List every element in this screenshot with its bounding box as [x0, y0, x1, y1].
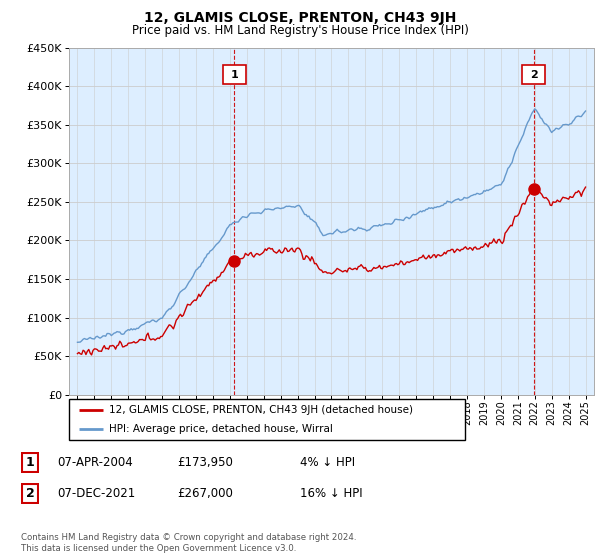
- Text: 07-APR-2004: 07-APR-2004: [57, 456, 133, 469]
- Text: HPI: Average price, detached house, Wirral: HPI: Average price, detached house, Wirr…: [109, 424, 332, 435]
- Text: 4% ↓ HPI: 4% ↓ HPI: [300, 456, 355, 469]
- Text: £267,000: £267,000: [177, 487, 233, 500]
- Text: 07-DEC-2021: 07-DEC-2021: [57, 487, 135, 500]
- Text: Price paid vs. HM Land Registry's House Price Index (HPI): Price paid vs. HM Land Registry's House …: [131, 24, 469, 37]
- FancyBboxPatch shape: [223, 65, 246, 84]
- Text: 1: 1: [230, 69, 238, 80]
- Text: 16% ↓ HPI: 16% ↓ HPI: [300, 487, 362, 500]
- Text: 12, GLAMIS CLOSE, PRENTON, CH43 9JH: 12, GLAMIS CLOSE, PRENTON, CH43 9JH: [144, 11, 456, 25]
- FancyBboxPatch shape: [522, 65, 545, 84]
- Text: Contains HM Land Registry data © Crown copyright and database right 2024.
This d: Contains HM Land Registry data © Crown c…: [21, 533, 356, 553]
- Text: £173,950: £173,950: [177, 456, 233, 469]
- FancyBboxPatch shape: [22, 453, 38, 472]
- Text: 1: 1: [26, 456, 34, 469]
- Text: 12, GLAMIS CLOSE, PRENTON, CH43 9JH (detached house): 12, GLAMIS CLOSE, PRENTON, CH43 9JH (det…: [109, 405, 413, 415]
- Text: 2: 2: [26, 487, 34, 500]
- FancyBboxPatch shape: [69, 399, 465, 440]
- Text: 2: 2: [530, 69, 538, 80]
- FancyBboxPatch shape: [22, 484, 38, 503]
